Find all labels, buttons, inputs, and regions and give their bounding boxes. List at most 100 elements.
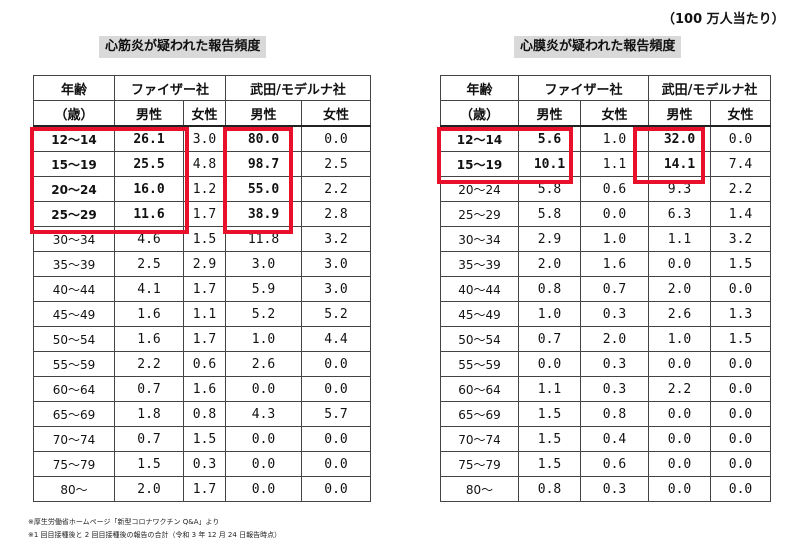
pfizer-female-cell: 0.4: [579, 426, 650, 452]
table-row: 45～49 1.0 0.3 2.6 1.3: [440, 301, 772, 327]
moderna-male-cell: 0.0: [648, 426, 712, 452]
footnote-source: ※厚生労働省ホームページ「新型コロナワクチン Q&A」より: [28, 518, 220, 526]
moderna-male-cell: 2.0: [648, 276, 712, 302]
age-cell: 15～19: [33, 151, 115, 177]
pfizer-male-cell: 2.0: [114, 476, 184, 502]
footnote-period: ※1 回目接種後と 2 回目接種後の報告の合計（令和 3 年 12 月 24 日…: [28, 531, 282, 539]
moderna-male-cell: 0.0: [648, 251, 712, 277]
pericarditis-title: 心膜炎が疑われた報告頻度: [514, 36, 682, 58]
myocarditis-title: 心筋炎が疑われた報告頻度: [99, 36, 267, 58]
table-row: 60～64 1.1 0.3 2.2 0.0: [440, 376, 772, 402]
table-row: 30～34 2.9 1.0 1.1 3.2: [440, 226, 772, 252]
moderna-female-cell: 2.5: [301, 151, 372, 177]
age-cell: 75～79: [440, 451, 519, 477]
moderna-male-cell: 1.1: [648, 226, 712, 252]
age-unit-header: （歳）: [33, 100, 115, 127]
age-cell: 25～29: [440, 201, 519, 227]
table-row: 35～39 2.0 1.6 0.0 1.5: [440, 251, 772, 277]
moderna-female-cell: 3.0: [301, 276, 372, 302]
moderna-female-cell: 0.0: [710, 276, 772, 302]
pfizer-female-cell: 0.7: [579, 276, 650, 302]
pfizer-male-header: 男性: [114, 100, 184, 127]
pericarditis-table: 年齢 ファイザー社 武田/モデルナ社 （歳） 男性 女性 男性 女性 12～14 5.6 1.0 32…: [440, 75, 772, 502]
pfizer-male-cell: 16.0: [114, 176, 184, 202]
pfizer-male-cell: 11.6: [114, 201, 184, 227]
pfizer-male-cell: 0.7: [518, 326, 581, 352]
pfizer-female-cell: 0.3: [579, 376, 650, 402]
table-row: 65～69 1.5 0.8 0.0 0.0: [440, 401, 772, 427]
pfizer-female-cell: 0.3: [579, 476, 650, 502]
pfizer-male-cell: 2.0: [518, 251, 581, 277]
moderna-female-cell: 2.2: [710, 176, 772, 202]
age-cell: 65～69: [440, 401, 519, 427]
moderna-male-cell: 4.3: [225, 401, 303, 427]
pfizer-female-cell: 0.0: [579, 201, 650, 227]
moderna-female-cell: 2.8: [301, 201, 372, 227]
moderna-female-header: 女性: [710, 100, 772, 127]
pfizer-male-cell: 0.7: [114, 376, 184, 402]
pfizer-female-cell: 1.6: [182, 376, 227, 402]
age-cell: 45～49: [33, 301, 115, 327]
pfizer-female-cell: 0.3: [182, 451, 227, 477]
moderna-female-header: 女性: [301, 100, 372, 127]
moderna-female-cell: 0.0: [301, 451, 372, 477]
pfizer-female-cell: 2.9: [182, 251, 227, 277]
moderna-female-cell: 0.0: [710, 125, 772, 152]
table-row: 80～ 0.8 0.3 0.0 0.0: [440, 476, 772, 502]
age-cell: 55～59: [33, 351, 115, 377]
table-row: 55～59 2.2 0.6 2.6 0.0: [33, 351, 372, 377]
moderna-male-cell: 0.0: [225, 376, 303, 402]
pfizer-female-cell: 0.6: [182, 351, 227, 377]
moderna-female-cell: 3.2: [301, 226, 372, 252]
pfizer-female-cell: 1.2: [182, 176, 227, 202]
table-row: 70～74 0.7 1.5 0.0 0.0: [33, 426, 372, 452]
myocarditis-table: 年齢 ファイザー社 武田/モデルナ社 （歳） 男性 女性 男性 女性 12～14 26.1 3.0 8…: [33, 75, 372, 502]
pfizer-male-cell: 1.8: [114, 401, 184, 427]
pfizer-female-header: 女性: [579, 100, 650, 127]
table-row: 20～24 16.0 1.2 55.0 2.2: [33, 176, 372, 202]
age-cell: 50～54: [440, 326, 519, 352]
table-row: 55～59 0.0 0.3 0.0 0.0: [440, 351, 772, 377]
age-cell: 75～79: [33, 451, 115, 477]
moderna-female-cell: 1.4: [710, 201, 772, 227]
moderna-male-cell: 1.0: [648, 326, 712, 352]
age-cell: 30～34: [440, 226, 519, 252]
pfizer-female-cell: 0.8: [182, 401, 227, 427]
moderna-female-cell: 0.0: [710, 376, 772, 402]
table-row: 60～64 0.7 1.6 0.0 0.0: [33, 376, 372, 402]
moderna-male-cell: 0.0: [225, 476, 303, 502]
pfizer-male-cell: 0.7: [114, 426, 184, 452]
pfizer-female-cell: 1.7: [182, 476, 227, 502]
highlight-age-12-19: [437, 127, 573, 184]
pfizer-female-cell: 2.0: [579, 326, 650, 352]
age-cell: 35～39: [440, 251, 519, 277]
age-unit-header: （歳）: [440, 100, 519, 127]
highlight-age-12-29: [30, 127, 189, 234]
pfizer-female-cell: 1.0: [579, 125, 650, 152]
table-row: 25～29 11.6 1.7 38.9 2.8: [33, 201, 372, 227]
moderna-male-cell: 0.0: [648, 401, 712, 427]
moderna-male-cell: 2.6: [648, 301, 712, 327]
table-row: 50～54 0.7 2.0 1.0 1.5: [440, 326, 772, 352]
moderna-female-cell: 0.0: [301, 426, 372, 452]
table-row: 80～ 2.0 1.7 0.0 0.0: [33, 476, 372, 502]
table-row: 45～49 1.6 1.1 5.2 5.2: [33, 301, 372, 327]
age-header: 年齢: [440, 75, 519, 101]
pfizer-header: ファイザー社: [517, 75, 650, 101]
moderna-male-cell: 3.0: [225, 251, 303, 277]
age-cell: 70～74: [440, 426, 519, 452]
age-cell: 35～39: [33, 251, 115, 277]
pfizer-female-cell: 1.0: [579, 226, 650, 252]
table-row: 40～44 4.1 1.7 5.9 3.0: [33, 276, 372, 302]
age-cell: 80～: [33, 476, 115, 502]
moderna-male-cell: 0.0: [648, 351, 712, 377]
pfizer-female-cell: 0.6: [579, 451, 650, 477]
table-row: 35～39 2.5 2.9 3.0 3.0: [33, 251, 372, 277]
pfizer-female-cell: 3.0: [182, 125, 227, 152]
moderna-female-cell: 1.3: [710, 301, 772, 327]
moderna-female-cell: 0.0: [301, 376, 372, 402]
pfizer-male-cell: 1.5: [518, 451, 581, 477]
table-row: 65～69 1.8 0.8 4.3 5.7: [33, 401, 372, 427]
moderna-male-cell: 6.3: [648, 201, 712, 227]
pfizer-male-cell: 1.6: [114, 301, 184, 327]
